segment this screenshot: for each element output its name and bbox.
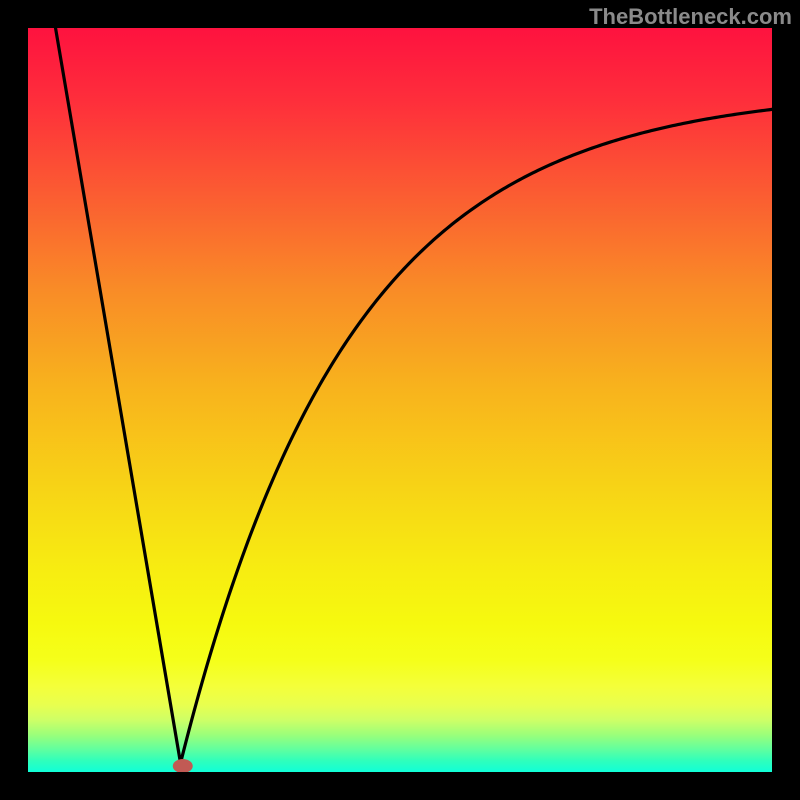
chart-container: TheBottleneck.com — [0, 0, 800, 800]
plot-background — [28, 28, 772, 772]
optimal-point-marker — [173, 759, 193, 773]
bottleneck-curve-chart — [0, 0, 800, 800]
watermark-text: TheBottleneck.com — [589, 4, 792, 30]
